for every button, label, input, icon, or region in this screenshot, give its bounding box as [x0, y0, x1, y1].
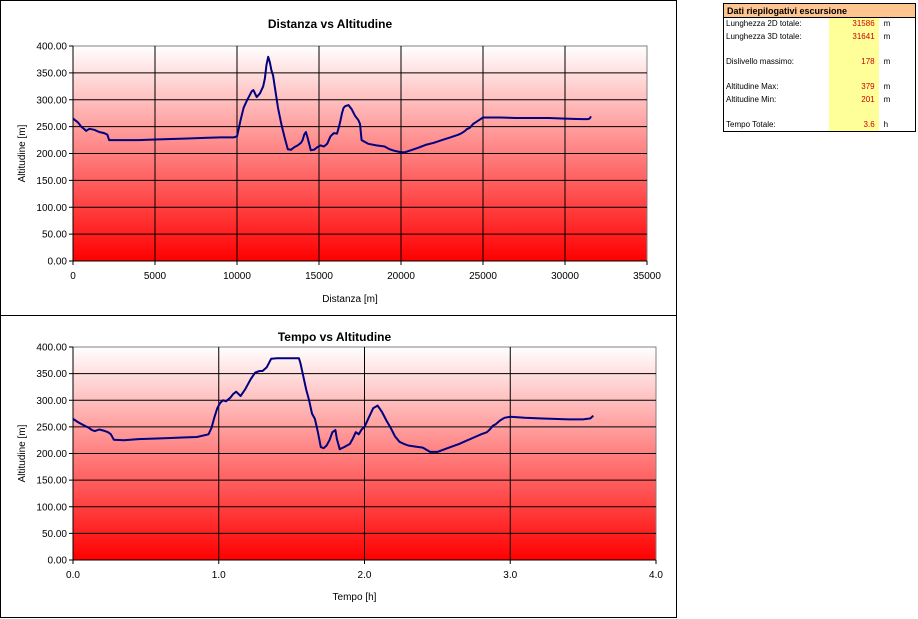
summary-label — [724, 43, 830, 56]
y-tick-label: 200.00 — [36, 149, 67, 160]
summary-value: 201 — [829, 93, 879, 107]
chart-title: Distanza vs Altitudine — [268, 17, 393, 31]
summary-table: Dati riepilogativi escursione Lunghezza … — [723, 3, 916, 133]
x-tick-label: 0 — [70, 271, 76, 282]
summary-row: Lunghezza 3D totale: 31641 m — [724, 30, 916, 44]
summary-unit: m — [883, 31, 891, 41]
summary-label: Lunghezza 2D totale: — [726, 19, 802, 29]
chart-distanza: 0.00 50.00 100.00 150.00 200.00 250.00 300.00 3… — [17, 17, 661, 305]
summary-row: Dislivello massimo: 178 m — [724, 55, 916, 69]
summary-value: 178 — [829, 55, 879, 69]
summary-row — [724, 43, 916, 56]
x-tick-label: 30000 — [551, 271, 579, 282]
x-tick-label: 1.0 — [212, 570, 226, 581]
summary-row: Lunghezza 2D totale: 31586 m — [724, 17, 916, 31]
summary-unit — [879, 43, 916, 56]
x-tick-label: 20000 — [387, 271, 415, 282]
x-tick-label: 0.0 — [66, 570, 80, 581]
chart-tempo-panel: 0.00 50.00 100.00 150.00 200.00 250.00 300.00 3… — [0, 315, 677, 618]
summary-unit: m — [883, 94, 891, 104]
summary-label: Altitudine Min: — [726, 94, 777, 104]
x-tick-label: 10000 — [223, 271, 251, 282]
y-tick-label: 0.00 — [48, 257, 68, 268]
summary-unit: h — [883, 120, 889, 130]
summary-value: 3.6 — [829, 118, 879, 132]
y-tick-label: 300.00 — [36, 396, 67, 407]
summary-unit — [879, 68, 916, 81]
y-tick-label: 100.00 — [36, 502, 67, 513]
x-tick-label: 5000 — [144, 271, 167, 282]
summary-row: Altitudine Max: 379 m — [724, 80, 916, 94]
chart-tempo: 0.00 50.00 100.00 150.00 200.00 250.00 300.00 3… — [17, 330, 663, 603]
summary-row — [724, 68, 916, 81]
summary-unit — [879, 106, 916, 119]
summary-row: Altitudine Min: 201 m — [724, 93, 916, 107]
y-tick-label: 250.00 — [36, 422, 67, 433]
y-tick-label: 350.00 — [36, 369, 67, 380]
series-line — [72, 357, 594, 453]
summary-title: Dati riepilogativi escursione — [723, 3, 916, 18]
y-tick-label: 50.00 — [42, 529, 67, 540]
y-axis-label: Altitudine [m] — [17, 424, 28, 482]
y-tick-label: 0.00 — [48, 556, 68, 567]
summary-value: 31641 — [829, 30, 879, 44]
x-tick-label: 3.0 — [503, 570, 517, 581]
summary-value — [829, 106, 879, 119]
summary-label: Lunghezza 3D totale: — [726, 31, 802, 41]
y-tick-label: 350.00 — [36, 68, 67, 79]
y-tick-label: 300.00 — [36, 95, 67, 106]
x-tick-label: 25000 — [469, 271, 497, 282]
summary-unit: m — [883, 57, 891, 67]
x-tick-label: 2.0 — [358, 570, 372, 581]
x-tick-label: 35000 — [633, 271, 661, 282]
summary-label — [724, 106, 830, 119]
summary-label: Dislivello massimo: — [726, 57, 795, 67]
y-tick-label: 250.00 — [36, 122, 67, 133]
y-tick-label: 200.00 — [36, 449, 67, 460]
y-tick-label: 400.00 — [36, 343, 67, 354]
summary-value: 31586 — [829, 17, 879, 31]
summary-value — [829, 68, 879, 81]
y-tick-label: 100.00 — [36, 203, 67, 214]
chart-distanza-panel: 0.00 50.00 100.00 150.00 200.00 250.00 300.00 3… — [0, 0, 677, 316]
y-axis-label: Altitudine [m] — [17, 124, 28, 182]
y-tick-label: 50.00 — [42, 230, 67, 241]
summary-unit: m — [883, 19, 891, 29]
x-axis-label: Distanza [m] — [322, 294, 378, 305]
summary-label: Altitudine Max: — [726, 82, 779, 92]
x-axis-label: Tempo [h] — [333, 592, 377, 603]
y-tick-label: 150.00 — [36, 476, 67, 487]
summary-value: 379 — [829, 80, 879, 94]
x-tick-label: 4.0 — [649, 570, 663, 581]
series-line — [72, 55, 592, 154]
summary-value — [829, 43, 879, 56]
y-tick-label: 400.00 — [36, 42, 67, 53]
summary-unit: m — [883, 82, 891, 92]
summary-label — [724, 68, 830, 81]
x-tick-label: 15000 — [305, 271, 333, 282]
summary-row — [724, 106, 916, 119]
summary-label: Tempo Totale: — [726, 120, 776, 130]
y-tick-label: 150.00 — [36, 176, 67, 187]
chart-title: Tempo vs Altitudine — [278, 330, 392, 344]
summary-row: Tempo Totale: 3.6 h — [724, 118, 916, 132]
